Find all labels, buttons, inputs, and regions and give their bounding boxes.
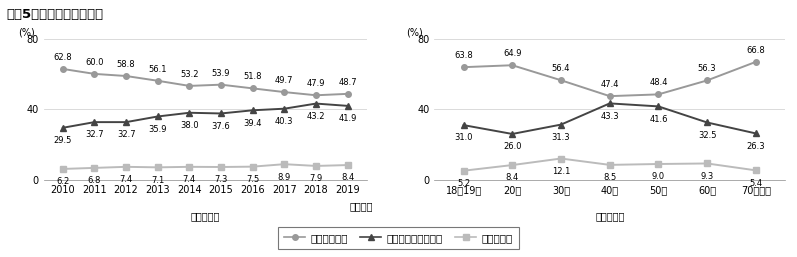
Text: 31.3: 31.3 (552, 133, 571, 142)
Text: 7.4: 7.4 (183, 175, 196, 184)
Text: 60.0: 60.0 (85, 58, 104, 67)
Text: (%): (%) (406, 27, 423, 37)
Text: 8.9: 8.9 (277, 172, 291, 181)
Text: 41.6: 41.6 (650, 115, 668, 124)
Text: 37.6: 37.6 (212, 122, 230, 131)
Text: 43.3: 43.3 (600, 112, 619, 121)
Text: 6.2: 6.2 (57, 177, 69, 186)
Text: 7.3: 7.3 (214, 175, 228, 184)
Text: 26.0: 26.0 (503, 142, 521, 151)
Text: 9.3: 9.3 (701, 172, 714, 181)
Text: 26.3: 26.3 (747, 142, 765, 151)
Text: 9.0: 9.0 (652, 172, 665, 181)
Text: 32.7: 32.7 (85, 131, 104, 140)
Text: 7.9: 7.9 (309, 174, 323, 183)
Text: 38.0: 38.0 (180, 121, 198, 130)
Text: 8.4: 8.4 (505, 173, 519, 182)
Text: 35.9: 35.9 (148, 125, 167, 134)
Text: 7.5: 7.5 (246, 175, 259, 184)
Text: 5.2: 5.2 (457, 179, 470, 188)
Text: 51.8: 51.8 (243, 72, 262, 81)
Text: 7.1: 7.1 (151, 176, 164, 185)
Text: 8.4: 8.4 (341, 173, 354, 182)
Text: 8.5: 8.5 (603, 173, 616, 182)
Text: 41.9: 41.9 (339, 114, 357, 123)
Text: 【年代別】: 【年代別】 (595, 211, 624, 221)
Text: 64.9: 64.9 (503, 49, 521, 58)
Text: 56.4: 56.4 (552, 64, 570, 73)
Legend: 満足している, どちらとも言えない, 不満である: 満足している, どちらとも言えない, 不満である (278, 227, 519, 249)
Text: （年度）: （年度） (350, 201, 373, 211)
Text: 49.7: 49.7 (275, 76, 293, 85)
Text: 63.8: 63.8 (454, 51, 473, 60)
Text: 【時系列】: 【時系列】 (190, 211, 220, 221)
Text: 53.9: 53.9 (212, 69, 230, 78)
Text: 47.4: 47.4 (600, 80, 619, 89)
Text: 図表5　新聞全般の満足度: 図表5 新聞全般の満足度 (6, 8, 104, 21)
Text: 43.2: 43.2 (307, 112, 325, 121)
Text: 12.1: 12.1 (552, 167, 570, 176)
Text: 56.3: 56.3 (698, 65, 717, 74)
Text: 31.0: 31.0 (454, 133, 473, 142)
Text: 5.4: 5.4 (749, 179, 763, 188)
Text: 39.4: 39.4 (243, 119, 262, 128)
Text: 29.5: 29.5 (53, 136, 72, 145)
Text: 56.1: 56.1 (148, 65, 167, 74)
Text: 47.9: 47.9 (307, 79, 325, 88)
Text: 32.5: 32.5 (698, 131, 717, 140)
Text: 32.7: 32.7 (117, 131, 135, 140)
Text: 48.4: 48.4 (650, 78, 668, 87)
Text: 6.8: 6.8 (88, 176, 101, 185)
Text: 7.4: 7.4 (120, 175, 133, 184)
Text: (%): (%) (18, 27, 35, 37)
Text: 66.8: 66.8 (747, 46, 765, 55)
Text: 62.8: 62.8 (53, 53, 73, 62)
Text: 58.8: 58.8 (117, 60, 135, 69)
Text: 48.7: 48.7 (338, 78, 357, 87)
Text: 40.3: 40.3 (275, 117, 293, 126)
Text: 53.2: 53.2 (180, 70, 198, 79)
